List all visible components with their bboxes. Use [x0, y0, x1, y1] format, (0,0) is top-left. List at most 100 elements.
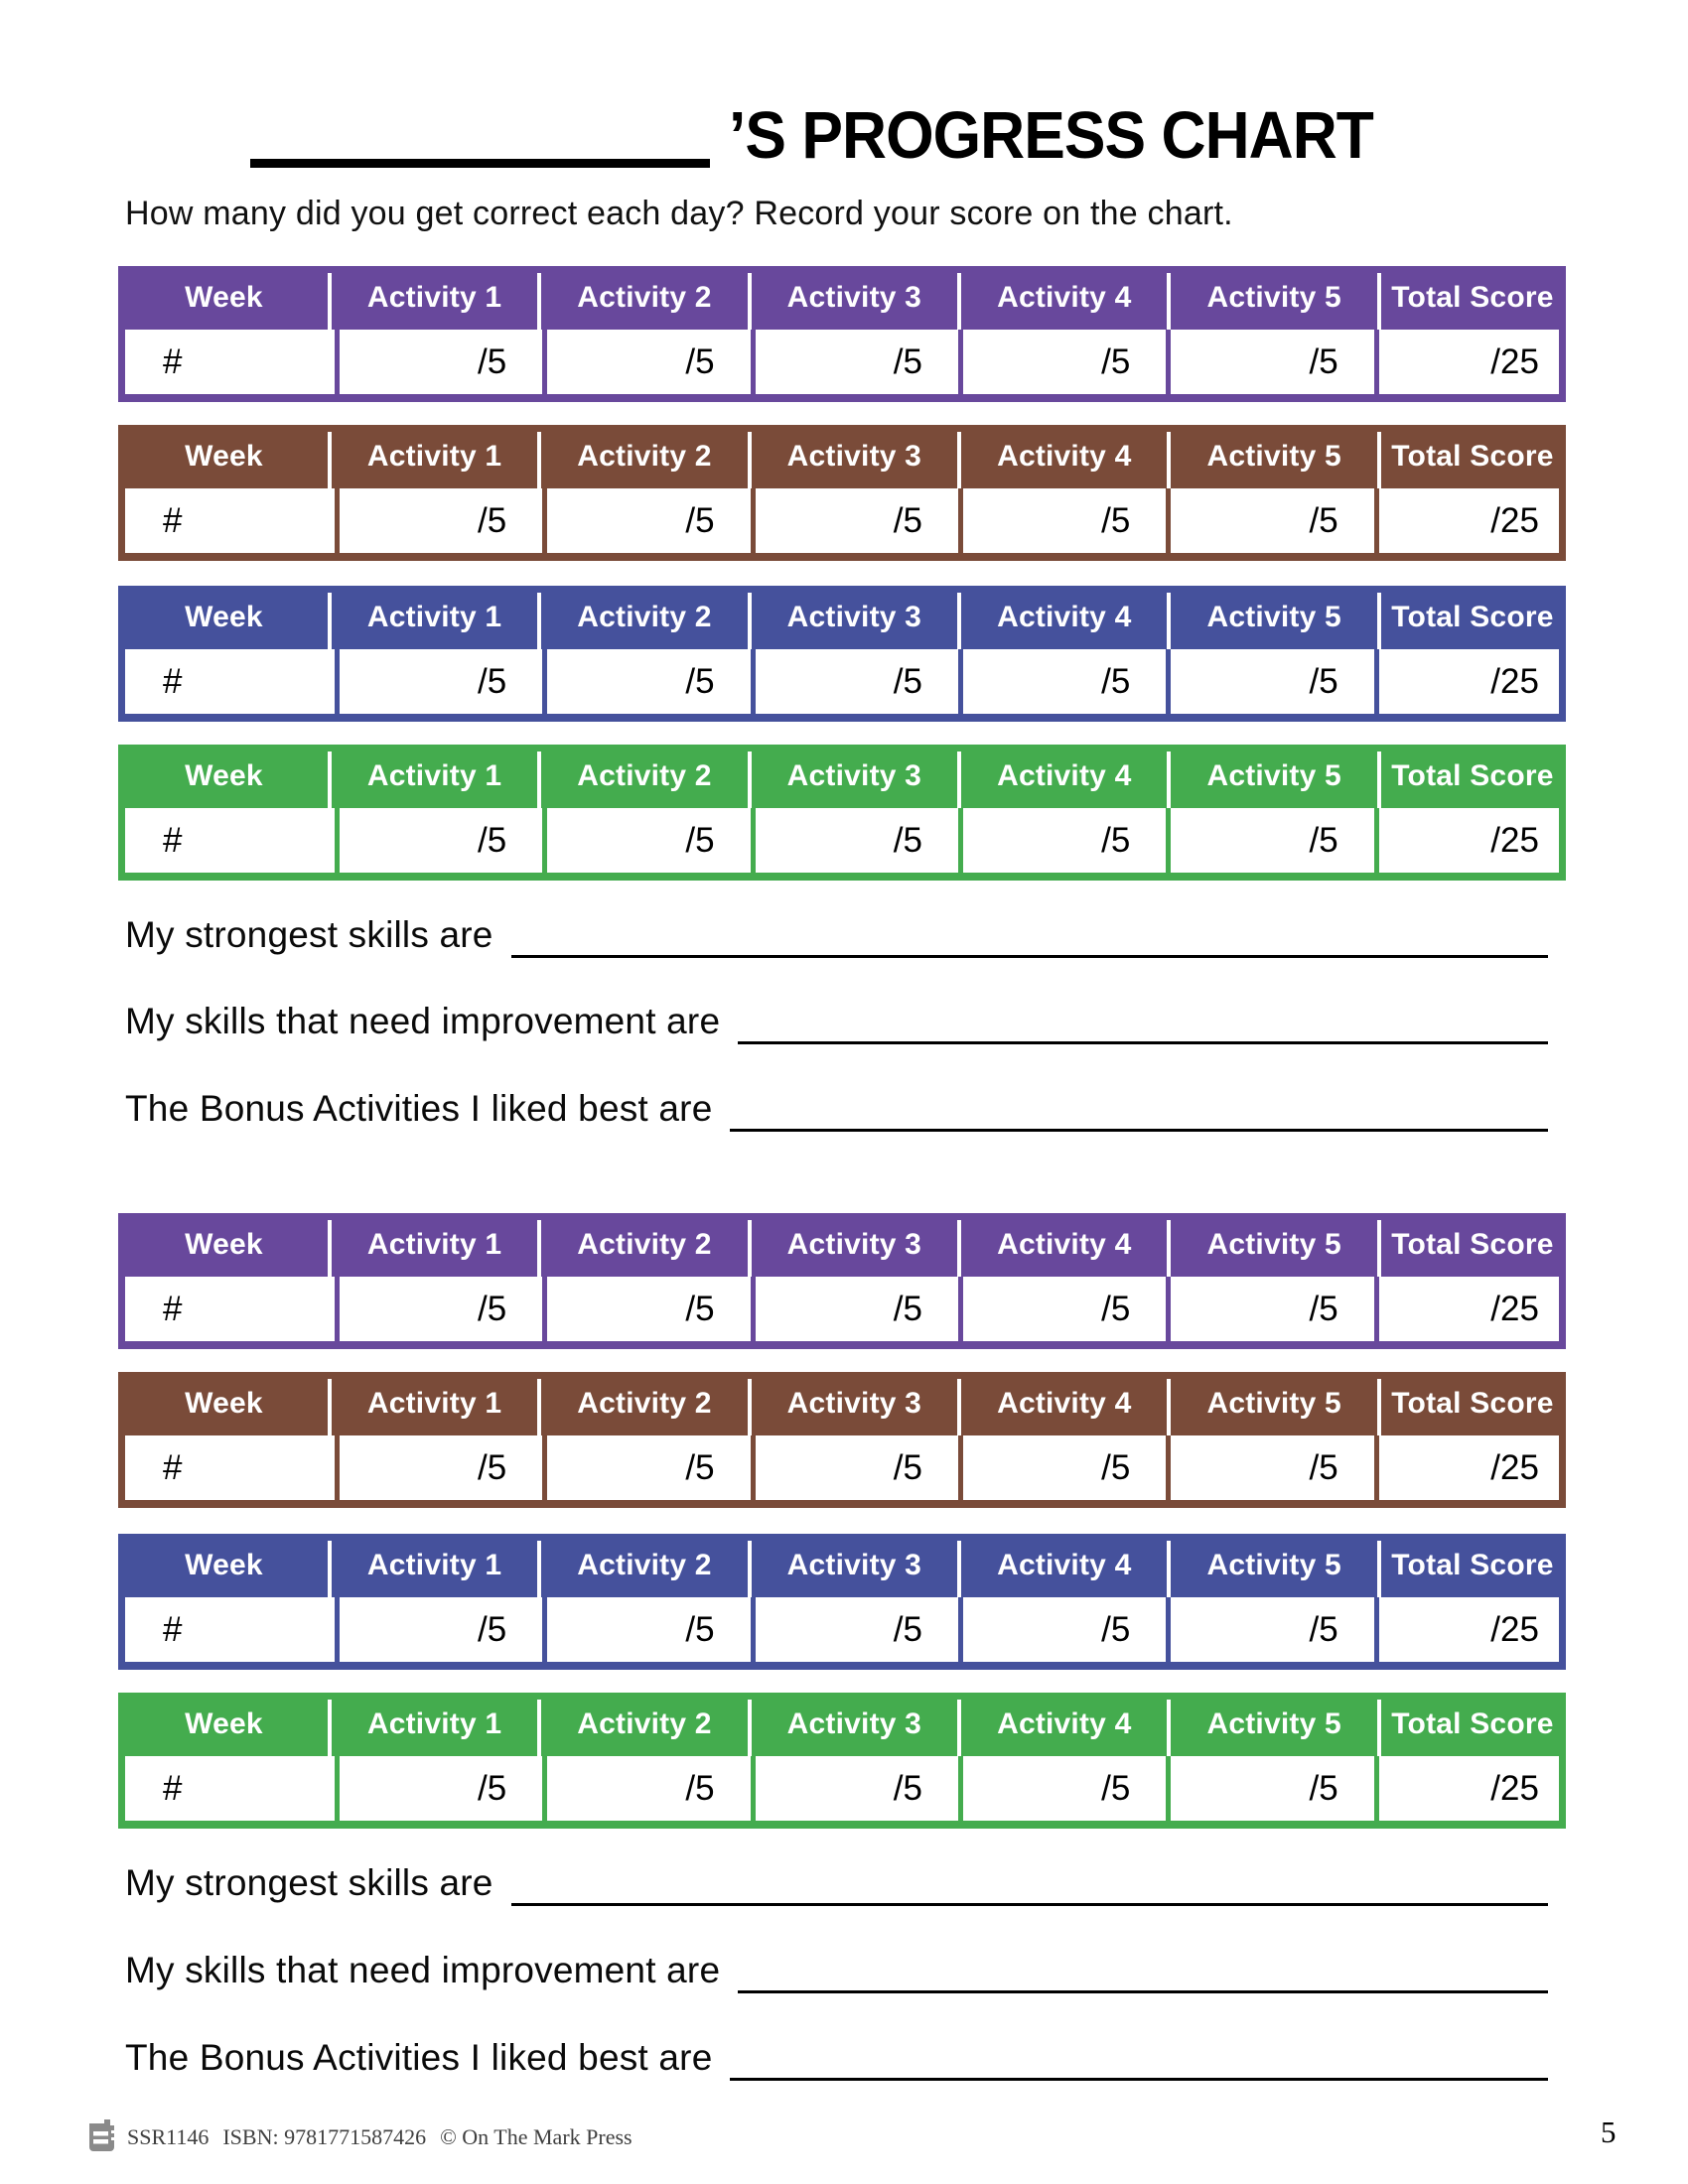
- write-in-line: [738, 1941, 1548, 1993]
- activity-3-score-cell: /5: [750, 488, 958, 553]
- score-table-8-green: Week Activity 1 Activity 2 Activity 3 Ac…: [118, 1693, 1566, 1829]
- write-in-line: [510, 1853, 1548, 1906]
- column-header-total-score: Total Score: [1376, 266, 1566, 330]
- score-table-2-brown: Week Activity 1 Activity 2 Activity 3 Ac…: [118, 425, 1566, 561]
- column-header-activity-2: Activity 2: [537, 586, 749, 649]
- column-header-activity-4: Activity 4: [957, 425, 1169, 488]
- prompt-row-skills-improvement: My skills that need improvement are: [125, 995, 1548, 1044]
- score-table-3-blue: Week Activity 1 Activity 2 Activity 3 Ac…: [118, 586, 1566, 722]
- copyright-text: © On The Mark Press: [440, 2124, 633, 2149]
- total-score-cell: /25: [1373, 1277, 1559, 1341]
- column-header-activity-2: Activity 2: [537, 425, 749, 488]
- prompt-label: My strongest skills are: [125, 1862, 493, 1903]
- total-score-cell: /25: [1373, 1435, 1559, 1500]
- column-header-activity-3: Activity 3: [747, 266, 959, 330]
- column-header-activity-3: Activity 3: [747, 586, 959, 649]
- column-header-total-score: Total Score: [1376, 1213, 1566, 1277]
- column-header-week: Week: [185, 601, 263, 633]
- table-score-row: # /5 /5 /5 /5 /5 /25: [125, 1597, 1559, 1662]
- column-header-activity-2: Activity 2: [537, 1372, 749, 1435]
- activity-2-score-cell: /5: [542, 649, 751, 714]
- activity-5-score-cell: /5: [1166, 649, 1374, 714]
- column-header-activity-2: Activity 2: [537, 1534, 749, 1597]
- activity-1-score-cell: /5: [334, 488, 543, 553]
- activity-3-score-cell: /5: [750, 1435, 958, 1500]
- activity-3-score-cell: /5: [750, 808, 958, 873]
- prompt-label: My strongest skills are: [125, 914, 493, 955]
- total-score-cell: /25: [1373, 649, 1559, 714]
- activity-1-score-cell: /5: [334, 1597, 543, 1662]
- column-header-activity-2: Activity 2: [537, 745, 749, 808]
- week-number-cell: #: [125, 1277, 335, 1341]
- activity-5-score-cell: /5: [1166, 808, 1374, 873]
- column-header-activity-4: Activity 4: [957, 1213, 1169, 1277]
- total-score-cell: /25: [1373, 488, 1559, 553]
- table-header-row: Week Activity 1 Activity 2 Activity 3 Ac…: [118, 425, 1566, 488]
- column-header-activity-3: Activity 3: [747, 1693, 959, 1756]
- product-code: SSR1146: [127, 2124, 210, 2149]
- score-table-4-green: Week Activity 1 Activity 2 Activity 3 Ac…: [118, 745, 1566, 881]
- column-header-activity-1: Activity 1: [327, 745, 539, 808]
- column-header-activity-5: Activity 5: [1167, 1213, 1378, 1277]
- column-header-activity-5: Activity 5: [1167, 745, 1378, 808]
- prompt-row-skills-improvement: My skills that need improvement are: [125, 1944, 1548, 1993]
- column-header-activity-4: Activity 4: [957, 1534, 1169, 1597]
- column-header-week: Week: [185, 1707, 263, 1740]
- write-in-line: [730, 2028, 1548, 2081]
- score-table-1-purple: Week Activity 1 Activity 2 Activity 3 Ac…: [118, 266, 1566, 402]
- prompt-label: My skills that need improvement are: [125, 1950, 721, 1990]
- activity-3-score-cell: /5: [750, 1597, 958, 1662]
- column-header-week: Week: [185, 759, 263, 792]
- column-header-week: Week: [185, 440, 263, 473]
- activity-4-score-cell: /5: [957, 1435, 1167, 1500]
- column-header-activity-3: Activity 3: [747, 1213, 959, 1277]
- column-header-activity-1: Activity 1: [327, 1693, 539, 1756]
- activity-2-score-cell: /5: [542, 1756, 751, 1821]
- column-header-activity-5: Activity 5: [1167, 1534, 1378, 1597]
- column-header-total-score: Total Score: [1376, 425, 1566, 488]
- activity-5-score-cell: /5: [1166, 1597, 1374, 1662]
- footer: SSR1146 ISBN: 9781771587426 © On The Mar…: [87, 2118, 633, 2156]
- table-score-row: # /5 /5 /5 /5 /5 /25: [125, 1756, 1559, 1821]
- week-number-cell: #: [125, 1597, 335, 1662]
- activity-4-score-cell: /5: [957, 488, 1167, 553]
- prompt-row-bonus-activities: The Bonus Activities I liked best are: [125, 2031, 1548, 2081]
- activity-3-score-cell: /5: [750, 1756, 958, 1821]
- column-header-activity-4: Activity 4: [957, 1693, 1169, 1756]
- prompt-row-strongest-skills: My strongest skills are: [125, 908, 1548, 958]
- page-title: ’S PROGRESS CHART: [729, 98, 1374, 173]
- column-header-activity-1: Activity 1: [327, 586, 539, 649]
- column-header-total-score: Total Score: [1376, 1693, 1566, 1756]
- activity-4-score-cell: /5: [957, 808, 1167, 873]
- column-header-activity-5: Activity 5: [1167, 1372, 1378, 1435]
- total-score-cell: /25: [1373, 330, 1559, 394]
- table-score-row: # /5 /5 /5 /5 /5 /25: [125, 1277, 1559, 1341]
- table-header-row: Week Activity 1 Activity 2 Activity 3 Ac…: [118, 1213, 1566, 1277]
- write-in-line: [510, 905, 1548, 958]
- table-header-row: Week Activity 1 Activity 2 Activity 3 Ac…: [118, 1534, 1566, 1597]
- table-score-row: # /5 /5 /5 /5 /5 /25: [125, 649, 1559, 714]
- prompt-label: My skills that need improvement are: [125, 1001, 721, 1041]
- column-header-activity-3: Activity 3: [747, 1372, 959, 1435]
- activity-5-score-cell: /5: [1166, 1756, 1374, 1821]
- column-header-activity-5: Activity 5: [1167, 266, 1378, 330]
- column-header-activity-4: Activity 4: [957, 745, 1169, 808]
- activity-1-score-cell: /5: [334, 1435, 543, 1500]
- publisher-logo-icon: [87, 2118, 115, 2156]
- week-number-cell: #: [125, 1756, 335, 1821]
- column-header-week: Week: [185, 1228, 263, 1261]
- activity-1-score-cell: /5: [334, 1277, 543, 1341]
- activity-3-score-cell: /5: [750, 1277, 958, 1341]
- column-header-activity-5: Activity 5: [1167, 1693, 1378, 1756]
- activity-5-score-cell: /5: [1166, 1277, 1374, 1341]
- table-score-row: # /5 /5 /5 /5 /5 /25: [125, 330, 1559, 394]
- activity-4-score-cell: /5: [957, 1277, 1167, 1341]
- column-header-total-score: Total Score: [1376, 1534, 1566, 1597]
- table-header-row: Week Activity 1 Activity 2 Activity 3 Ac…: [118, 1693, 1566, 1756]
- activity-4-score-cell: /5: [957, 649, 1167, 714]
- week-number-cell: #: [125, 649, 335, 714]
- column-header-activity-3: Activity 3: [747, 745, 959, 808]
- total-score-cell: /25: [1373, 1597, 1559, 1662]
- page-number: 5: [1601, 2115, 1617, 2149]
- column-header-week: Week: [185, 281, 263, 314]
